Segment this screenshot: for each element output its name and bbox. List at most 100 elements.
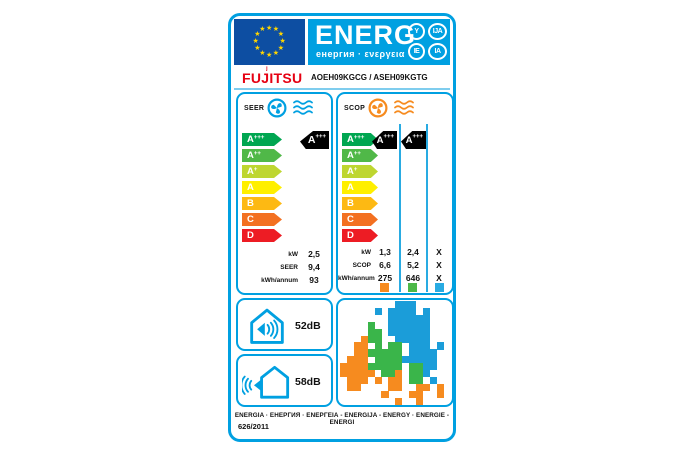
map-zone-cell — [415, 328, 424, 336]
map-zone-cell — [388, 349, 396, 357]
scop-average-scop: 5,2 — [407, 260, 419, 270]
map-zone-cell — [415, 390, 424, 398]
energ-subtitle: енергия · ενεργεια — [316, 49, 405, 59]
map-zone-cell — [353, 349, 362, 357]
seer-title: SEER — [244, 104, 265, 112]
colder-zone-swatch — [435, 283, 444, 292]
efficiency-class-bar: A+++ — [242, 133, 282, 146]
energy-languages-text: ENERGIA · ЕНЕРГИЯ · ΕΝΕΡΓΕΙΑ - ENERGIJA … — [234, 412, 450, 426]
map-zone-cell — [374, 335, 382, 343]
map-zone-cell — [353, 376, 362, 385]
badge-ia: IA — [428, 43, 447, 60]
map-zone-cell — [388, 328, 396, 336]
map-zone-cell — [409, 314, 417, 323]
map-zone-cell — [395, 301, 403, 309]
map-zone-cell — [353, 356, 362, 364]
map-zone-cell — [415, 314, 424, 323]
map-zone-cell — [353, 383, 362, 392]
map-zone-cell — [367, 335, 375, 343]
seer-seer-value: 9,4 — [308, 262, 320, 272]
map-zone-cell — [402, 356, 410, 364]
map-zone-cell — [340, 370, 348, 378]
map-zone-cell — [415, 363, 424, 371]
map-zone-cell — [422, 328, 431, 336]
map-zone-cell — [409, 335, 417, 343]
map-zone-cell — [395, 321, 403, 329]
map-zone-cell — [429, 349, 437, 357]
map-zone-cell — [388, 363, 396, 371]
eu-star: ★ — [277, 31, 284, 39]
map-zone-cell — [395, 307, 403, 316]
badge-ie: IE — [408, 43, 425, 60]
efficiency-class-bar: D — [342, 229, 378, 242]
map-zone-cell — [415, 349, 424, 357]
scop-efficiency-scale: A+++ A++ A+ A B C D — [342, 133, 378, 245]
eu-star: ★ — [254, 44, 261, 52]
cooling-fan-icon — [267, 98, 287, 118]
map-zone-cell — [395, 349, 403, 357]
map-zone-cell — [374, 342, 382, 350]
map-zone-cell — [402, 321, 410, 329]
map-zone-cell — [374, 363, 382, 371]
map-zone-cell — [367, 370, 375, 378]
heating-fan-icon — [368, 98, 388, 118]
eu-star: ★ — [254, 31, 261, 39]
map-zone-cell — [429, 363, 437, 371]
map-zone-cell — [402, 307, 410, 316]
seer-panel: SEER A+++ A++ A+ A B C D — [236, 92, 333, 295]
efficiency-class-bar: C — [342, 213, 378, 226]
map-zone-cell — [395, 376, 403, 385]
eu-star: ★ — [279, 38, 286, 45]
header-divider — [234, 88, 450, 90]
map-zone-cell — [360, 342, 368, 350]
map-zone-cell — [346, 383, 355, 392]
badge-y: Y — [408, 23, 425, 40]
scop-panel-header: SCOP — [344, 98, 417, 118]
map-zone-cell — [429, 376, 437, 385]
map-zone-cell — [422, 307, 431, 316]
map-zone-cell — [395, 328, 403, 336]
brand-row: FUJITSU ʲ AOEH09KGCG / ASEH09KGTG — [234, 65, 450, 88]
map-zone-cell — [360, 376, 368, 385]
scop-kwh-label: kWh/annum — [338, 275, 375, 282]
map-zone-cell — [422, 356, 431, 364]
map-zone-cell — [381, 370, 389, 378]
map-zone-cell — [422, 349, 431, 357]
seer-panel-header: SEER — [244, 98, 316, 118]
map-zone-cell — [409, 328, 417, 336]
climate-column-divider — [426, 124, 428, 292]
map-zone-cell — [360, 356, 368, 364]
map-zone-cell — [374, 376, 382, 385]
eu-energy-label: ★ ★ ★ ★ ★ ★ ★ ★ ★ ★ ★ ★ ENERG енергия · ενεργεια Y … — [228, 13, 456, 442]
efficiency-class-bar: A++ — [242, 149, 282, 162]
seer-rated-class-arrow: A +++ — [300, 131, 329, 149]
scop-warmer-kw: 1,3 — [379, 247, 391, 257]
map-zone-cell — [395, 370, 403, 378]
fujitsu-logo: FUJITSU — [242, 70, 303, 86]
map-zone-cell — [346, 370, 355, 378]
map-zone-cell — [395, 335, 403, 343]
map-zone-cell — [436, 390, 444, 398]
map-zone-cell — [422, 335, 431, 343]
map-zone-cell — [388, 307, 396, 316]
map-zone-cell — [422, 383, 431, 392]
map-zone-cell — [353, 363, 362, 371]
map-zone-cell — [409, 390, 417, 398]
eu-star: ★ — [272, 26, 280, 34]
map-zone-cell — [360, 349, 368, 357]
efficiency-class-bar: A — [242, 181, 282, 194]
regulation-number: 626/2011 — [238, 422, 269, 431]
map-zone-cell — [340, 363, 348, 371]
map-zone-cell — [402, 314, 410, 323]
map-zone-cell — [415, 397, 424, 405]
seer-kw-value: 2,5 — [308, 249, 320, 259]
efficiency-class-bar: C — [242, 213, 282, 226]
outdoor-noise-icon — [242, 365, 290, 399]
map-zone-cell — [395, 363, 403, 371]
efficiency-class-bar: A — [342, 181, 378, 194]
map-zone-cell — [367, 321, 375, 329]
map-zone-cell — [415, 370, 424, 378]
map-zone-cell — [409, 321, 417, 329]
outdoor-noise-value: 58dB — [295, 376, 321, 388]
map-zone-cell — [422, 342, 431, 350]
